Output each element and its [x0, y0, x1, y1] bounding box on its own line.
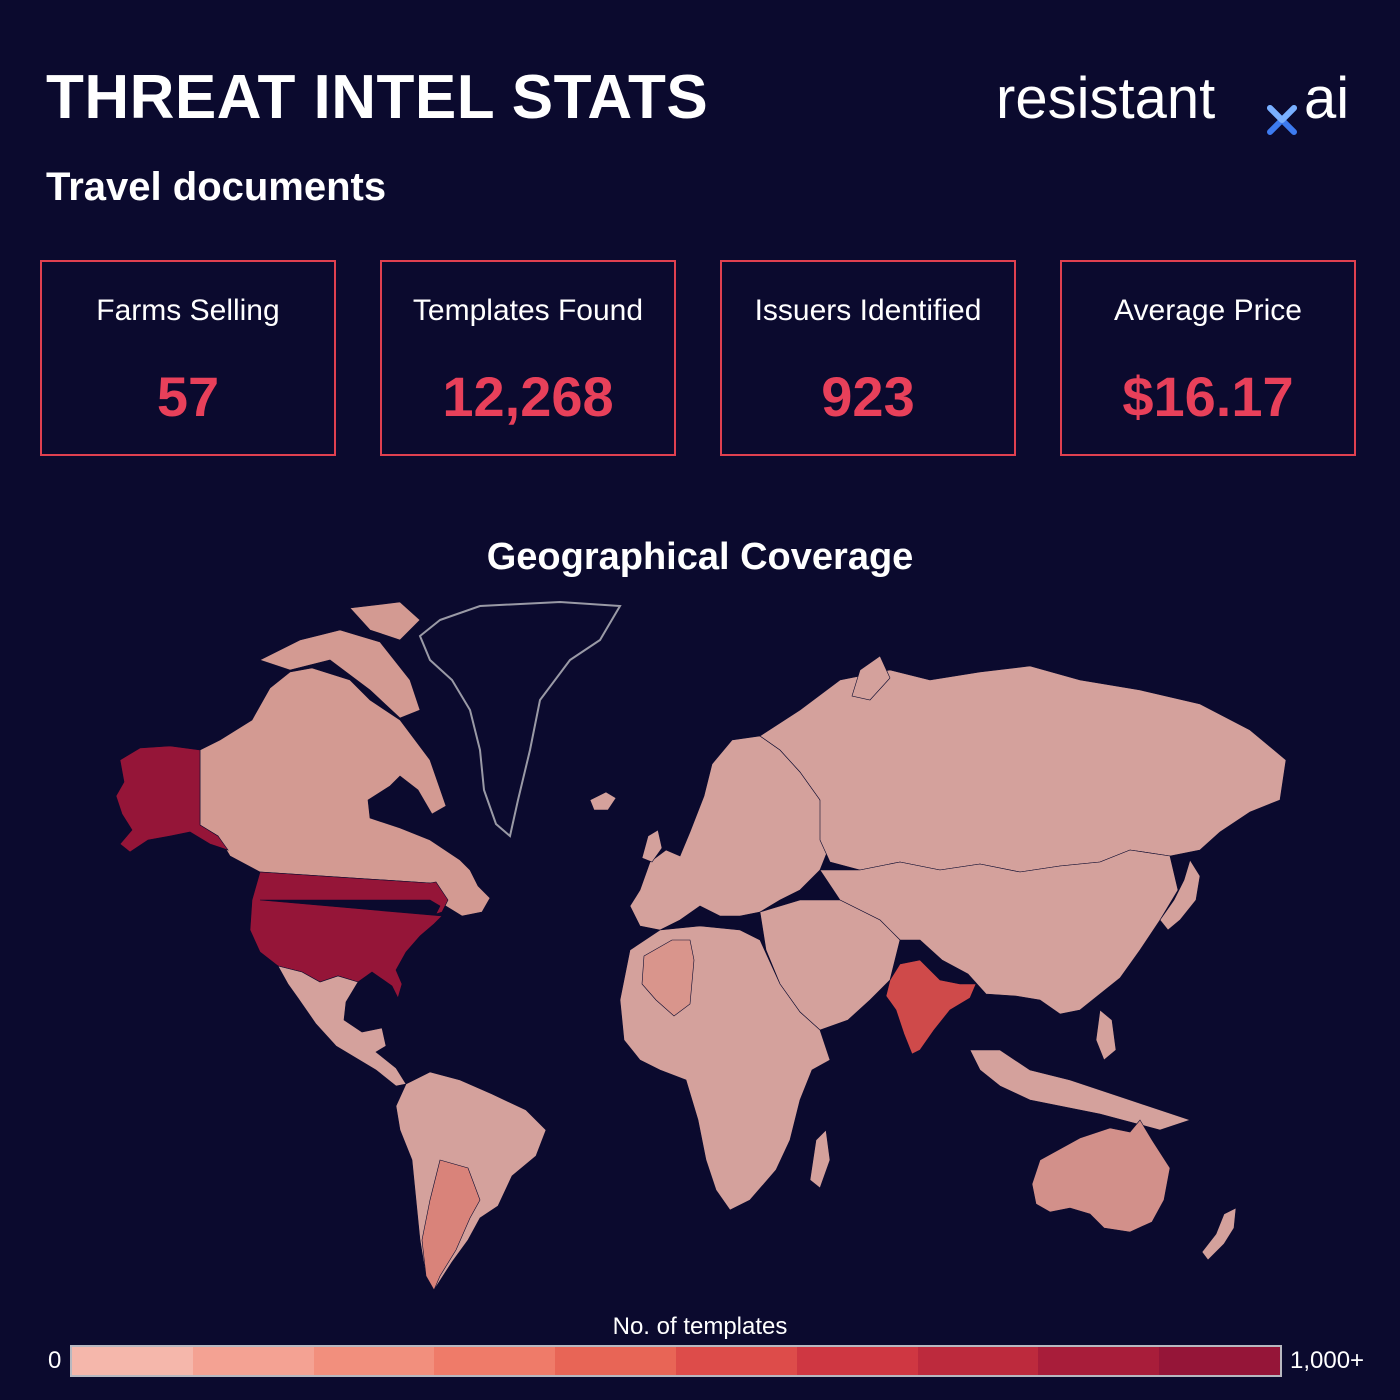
- page-title: THREAT INTEL STATS: [46, 63, 709, 132]
- region-canada-islands: [349, 601, 421, 641]
- region-southeast-asia: [969, 1049, 1191, 1131]
- region-japan: [1159, 859, 1201, 931]
- stat-card-average-price: Average Price $16.17: [1060, 260, 1356, 456]
- legend-segment: [313, 1347, 435, 1375]
- map-title: Geographical Coverage: [486, 536, 914, 578]
- resistant-ai-logo: resistant ai: [996, 68, 1349, 135]
- legend-segment: [917, 1347, 1039, 1375]
- stat-label: Issuers Identified: [754, 294, 982, 327]
- region-russia: [759, 665, 1287, 873]
- stat-label: Average Price: [1114, 294, 1302, 327]
- stat-card-farms-selling: Farms Selling 57: [40, 260, 336, 456]
- region-greenland: [418, 600, 622, 838]
- stats-row: Farms Selling 57 Templates Found 12,268 …: [40, 260, 1360, 460]
- region-australia: [1031, 1119, 1171, 1233]
- region-iceland: [589, 791, 617, 811]
- legend-title: No. of templates: [612, 1313, 788, 1340]
- legend-segment: [434, 1347, 556, 1375]
- world-choropleth-map: [115, 600, 1287, 1291]
- logo-text-right: ai: [1304, 68, 1349, 131]
- legend-max-label: 1,000+: [1290, 1347, 1365, 1374]
- region-mexico: [277, 965, 407, 1087]
- stat-label: Templates Found: [412, 294, 644, 327]
- legend-color-scale: [70, 1345, 1282, 1377]
- region-india: [885, 959, 977, 1055]
- legend-min-label: 0: [48, 1347, 62, 1374]
- x-mark-icon: [1267, 105, 1297, 135]
- stat-value: $16.17: [1122, 365, 1294, 428]
- stat-value: 12,268: [442, 365, 614, 428]
- legend-segment: [796, 1347, 918, 1375]
- region-madagascar: [809, 1129, 831, 1189]
- legend-segment: [1159, 1347, 1280, 1375]
- region-asia: [819, 849, 1179, 1015]
- stat-value: 57: [156, 365, 220, 428]
- logo-text-left: resistant: [996, 68, 1215, 131]
- legend-segment: [1038, 1347, 1160, 1375]
- region-uk: [641, 829, 663, 863]
- region-new-zealand: [1201, 1207, 1237, 1261]
- stat-card-templates-found: Templates Found 12,268: [380, 260, 676, 456]
- region-canada-islands: [259, 629, 421, 719]
- legend-segment: [675, 1347, 797, 1375]
- region-alaska: [115, 745, 229, 853]
- region-russia-islands: [851, 655, 891, 701]
- legend-segment: [72, 1347, 193, 1375]
- stat-card-issuers-identified: Issuers Identified 923: [720, 260, 1016, 456]
- region-philippines: [1095, 1009, 1117, 1061]
- stat-value: 923: [821, 365, 915, 428]
- stat-label: Farms Selling: [96, 294, 280, 327]
- legend-segment: [555, 1347, 676, 1375]
- legend-segment: [192, 1347, 314, 1375]
- region-argentina: [421, 1159, 481, 1291]
- page-subtitle: Travel documents: [46, 165, 387, 209]
- region-algeria: [641, 939, 695, 1017]
